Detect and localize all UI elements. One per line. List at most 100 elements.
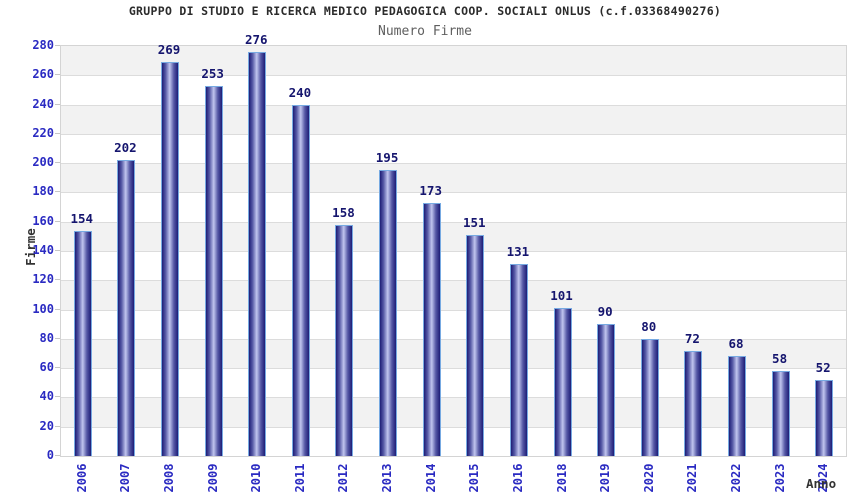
bar-2020 bbox=[640, 338, 659, 456]
plot-band bbox=[61, 368, 846, 398]
y-tick-label: 180 bbox=[32, 184, 54, 199]
gridline bbox=[61, 309, 846, 311]
y-tick-label: 140 bbox=[32, 243, 54, 257]
plot-area bbox=[60, 45, 847, 457]
bar-value-label: 131 bbox=[506, 244, 530, 260]
plot-band bbox=[61, 104, 846, 134]
y-tick-label: 120 bbox=[32, 272, 54, 287]
bar-2023 bbox=[771, 371, 790, 456]
bar-value-label: 72 bbox=[684, 330, 700, 346]
x-tick-label: 2007 bbox=[118, 463, 133, 493]
y-tick-mark bbox=[55, 308, 60, 310]
bar-2006 bbox=[73, 230, 92, 456]
y-tick-label: 260 bbox=[32, 67, 54, 82]
x-tick-label: 2019 bbox=[598, 463, 613, 493]
y-tick-mark bbox=[55, 425, 60, 427]
y-tick-label: 60 bbox=[39, 360, 54, 375]
bar-2007 bbox=[117, 160, 136, 456]
bar-value-label: 269 bbox=[157, 42, 181, 58]
page-title: GRUPPO DI STUDIO E RICERCA MEDICO PEDAGO… bbox=[128, 4, 722, 18]
x-tick-label: 2016 bbox=[510, 463, 525, 493]
gridline bbox=[61, 221, 846, 223]
x-tick-label: 2015 bbox=[467, 463, 482, 493]
bar-2014 bbox=[422, 202, 441, 456]
x-tick-label: 2018 bbox=[554, 463, 569, 493]
bar-value-label: 154 bbox=[70, 210, 94, 226]
bar-value-label: 80 bbox=[641, 318, 657, 334]
gridline bbox=[61, 338, 846, 340]
bar-value-label: 202 bbox=[114, 140, 137, 156]
bar-value-label: 158 bbox=[332, 204, 355, 220]
x-tick-label: 2009 bbox=[205, 463, 220, 493]
bar-value-label: 101 bbox=[550, 288, 573, 304]
y-tick-label: 240 bbox=[32, 96, 54, 111]
x-tick-label: 2008 bbox=[162, 463, 177, 493]
gridline bbox=[61, 192, 846, 194]
y-tick-mark bbox=[55, 455, 60, 456]
bar-value-label: 151 bbox=[463, 214, 486, 230]
plot-band bbox=[61, 75, 846, 105]
bar-value-label: 68 bbox=[728, 336, 744, 352]
bar-2021 bbox=[684, 350, 703, 456]
x-tick-label: 2023 bbox=[772, 463, 787, 493]
plot-band bbox=[61, 397, 846, 427]
bar-2009 bbox=[204, 85, 223, 456]
plot-band bbox=[61, 280, 846, 310]
y-tick-label: 80 bbox=[39, 330, 54, 345]
y-tick-label: 20 bbox=[39, 418, 54, 433]
x-tick-label: 2012 bbox=[336, 463, 351, 493]
bar-2013 bbox=[379, 170, 398, 456]
bar-value-label: 240 bbox=[288, 84, 312, 100]
gridline bbox=[61, 133, 846, 135]
chart-subtitle: Numero Firme bbox=[378, 24, 472, 39]
x-tick-label: 2010 bbox=[249, 463, 264, 493]
y-tick-label: 220 bbox=[32, 125, 54, 140]
bar-value-label: 195 bbox=[375, 150, 399, 166]
x-tick-label: 2021 bbox=[685, 463, 700, 493]
bar-value-label: 58 bbox=[772, 351, 788, 367]
y-tick-mark bbox=[55, 250, 60, 251]
bar-value-label: 52 bbox=[815, 359, 831, 375]
bar-2019 bbox=[597, 324, 616, 456]
x-tick-label: 2006 bbox=[74, 463, 89, 493]
x-tick-label: 2020 bbox=[641, 463, 656, 493]
y-tick-mark bbox=[55, 162, 60, 164]
bar-2018 bbox=[553, 308, 572, 456]
y-tick-mark bbox=[55, 132, 60, 134]
y-tick-label: 100 bbox=[32, 301, 54, 316]
x-axis-label: Anno bbox=[806, 476, 837, 491]
gridline bbox=[61, 397, 846, 399]
y-tick-mark bbox=[55, 191, 60, 193]
bar-2022 bbox=[727, 356, 746, 456]
y-tick-label: 200 bbox=[32, 155, 54, 170]
plot-band bbox=[61, 309, 846, 339]
plot-band bbox=[61, 426, 846, 456]
y-tick-label: 160 bbox=[32, 213, 54, 228]
bar-value-label: 90 bbox=[597, 304, 613, 320]
bar-2012 bbox=[335, 224, 354, 456]
gridline bbox=[61, 280, 846, 282]
plot-band bbox=[61, 163, 846, 193]
bar-2024 bbox=[815, 379, 834, 456]
plot-band bbox=[61, 192, 846, 222]
gridline bbox=[61, 251, 846, 252]
y-tick-label: 0 bbox=[46, 448, 54, 462]
bar-2016 bbox=[509, 264, 528, 456]
y-tick-mark bbox=[55, 74, 60, 76]
bar-2008 bbox=[161, 62, 180, 456]
y-tick-mark bbox=[55, 279, 60, 281]
plot-band bbox=[61, 133, 846, 164]
x-tick-label: 2022 bbox=[728, 463, 743, 493]
x-tick-label: 2013 bbox=[380, 463, 395, 493]
gridline bbox=[61, 75, 846, 77]
bar-value-label: 276 bbox=[244, 31, 268, 47]
plot-band bbox=[61, 251, 846, 281]
bar-value-label: 173 bbox=[419, 182, 442, 198]
x-tick-label: 2014 bbox=[423, 463, 438, 493]
y-tick-mark bbox=[55, 220, 60, 222]
gridline bbox=[61, 426, 846, 428]
x-tick-label: 2011 bbox=[292, 463, 307, 493]
y-tick-mark bbox=[55, 367, 60, 369]
y-tick-mark bbox=[55, 396, 60, 398]
